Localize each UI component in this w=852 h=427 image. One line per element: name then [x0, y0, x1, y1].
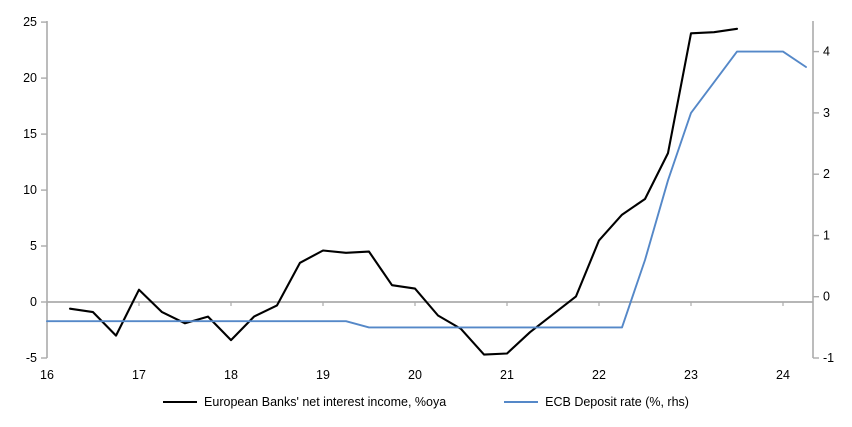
left-y-axis-tick-label: 15: [23, 127, 37, 141]
x-axis-tick-label: 22: [592, 368, 606, 382]
axes-group: [41, 21, 819, 359]
right-y-axis-tick-label: 2: [823, 167, 830, 181]
legend-line-swatch-0: [163, 401, 198, 403]
x-axis-tick-label: 16: [40, 368, 54, 382]
right-y-axis-tick-label: -1: [823, 351, 834, 365]
left-y-axis-tick-label: 0: [30, 295, 37, 309]
x-axis-tick-label: 21: [500, 368, 514, 382]
chart-legend: European Banks' net interest income, %oy…: [0, 395, 852, 409]
series-line-0: [68, 27, 739, 356]
left-y-axis-tick-label: 25: [23, 15, 37, 29]
x-axis-tick-label: 24: [776, 368, 790, 382]
x-axis-tick-label: 19: [316, 368, 330, 382]
right-y-axis-tick-label: 3: [823, 106, 830, 120]
left-y-axis-tick-label: 5: [30, 239, 37, 253]
legend-item-ecb-deposit-rate: ECB Deposit rate (%, rhs): [504, 395, 689, 409]
right-y-axis-tick-label: 1: [823, 229, 830, 243]
left-y-axis-tick-label: -5: [26, 351, 37, 365]
legend-label-nii: European Banks' net interest income, %oy…: [204, 395, 447, 409]
x-axis-tick-label: 23: [684, 368, 698, 382]
series-group: [46, 27, 807, 356]
legend-line-swatch-1: [504, 401, 539, 403]
x-axis-tick-label: 17: [132, 368, 146, 382]
left-y-axis-tick-label: 10: [23, 183, 37, 197]
series-line-1: [46, 50, 807, 329]
left-y-axis-tick-label: 20: [23, 71, 37, 85]
right-y-axis-tick-label: 4: [823, 45, 830, 59]
legend-item-nii: European Banks' net interest income, %oy…: [163, 395, 446, 409]
x-axis-tick-label: 18: [224, 368, 238, 382]
right-y-axis-tick-label: 0: [823, 290, 830, 304]
x-axis-tick-label: 20: [408, 368, 422, 382]
legend-label-ecb-deposit-rate: ECB Deposit rate (%, rhs): [545, 395, 689, 409]
